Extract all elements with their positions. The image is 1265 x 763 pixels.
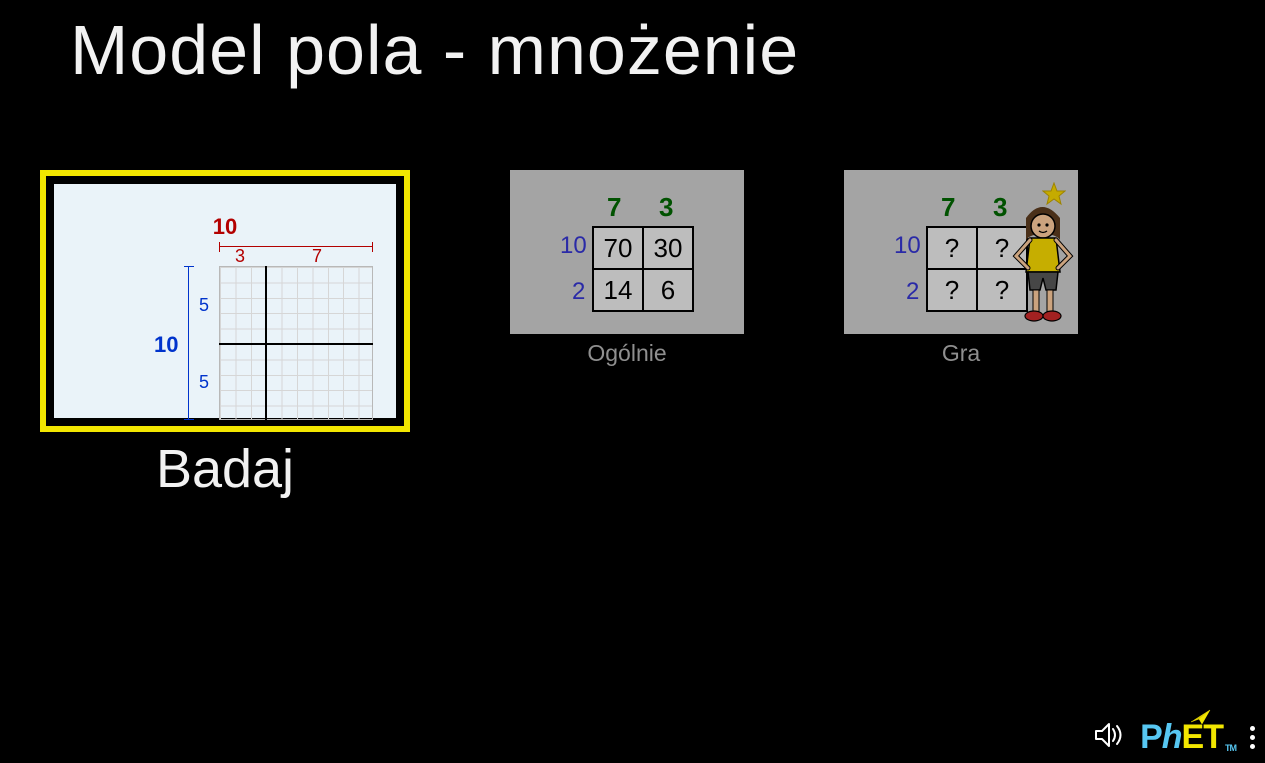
gra-row-0: 10 <box>894 232 921 260</box>
kid-icon <box>1012 200 1074 326</box>
gra-cell-1-0: ? <box>927 269 977 311</box>
badaj-top-split-0: 3 <box>235 246 245 267</box>
sound-icon[interactable] <box>1094 721 1126 754</box>
menu-icon[interactable] <box>1250 726 1255 749</box>
ogolnie-cell-1-0: 14 <box>593 269 643 311</box>
badaj-left-split-0: 5 <box>199 295 209 316</box>
ogolnie-col-0: 7 <box>607 192 621 223</box>
badaj-left-total: 10 <box>154 332 178 358</box>
card-badaj-thumb: 10 3 7 10 5 5 <box>46 176 404 426</box>
phet-logo-tm: TM <box>1225 743 1236 753</box>
ogolnie-row-1: 2 <box>572 278 585 306</box>
gra-cell-0-0: ? <box>927 227 977 269</box>
footer: P h ET TM <box>1094 718 1255 757</box>
paper-plane-icon <box>1190 708 1212 726</box>
card-gra-thumb: 7 3 10 2 ? ? ? ? <box>844 170 1078 334</box>
card-ogolnie-thumb: 7 3 10 2 70 30 14 6 <box>510 170 744 334</box>
ogolnie-table: 70 30 14 6 <box>592 226 694 312</box>
gra-row-1: 2 <box>906 278 919 306</box>
phet-logo-h: h <box>1162 718 1182 757</box>
card-ogolnie-label: Ogólnie <box>587 340 666 367</box>
badaj-left-dim-line <box>184 266 194 420</box>
card-ogolnie[interactable]: 7 3 10 2 70 30 14 6 Ogólnie <box>510 170 744 367</box>
card-badaj-label: Badaj <box>156 438 294 500</box>
badaj-grid-hline <box>219 343 373 345</box>
gra-col-0: 7 <box>941 192 955 223</box>
ogolnie-cell-0-0: 70 <box>593 227 643 269</box>
cards-row: 10 3 7 10 5 5 <box>0 170 1265 500</box>
badaj-top-split-1: 7 <box>312 246 322 267</box>
page-title: Model pola - mnożenie <box>70 10 799 90</box>
phet-logo[interactable]: P h ET TM <box>1140 718 1236 757</box>
card-badaj-border: 10 3 7 10 5 5 <box>40 170 410 432</box>
screen-selection-stage: Model pola - mnożenie 10 3 7 10 <box>0 0 1265 763</box>
ogolnie-cell-1-1: 6 <box>643 269 693 311</box>
card-gra[interactable]: 7 3 10 2 ? ? ? ? <box>844 170 1078 367</box>
card-gra-label: Gra <box>942 340 980 367</box>
badaj-top-total: 10 <box>54 214 396 240</box>
badaj-left-split-1: 5 <box>199 372 209 393</box>
ogolnie-row-0: 10 <box>560 232 587 260</box>
ogolnie-cell-0-1: 30 <box>643 227 693 269</box>
ogolnie-col-1: 3 <box>659 192 673 223</box>
phet-logo-p: P <box>1140 718 1162 757</box>
card-badaj[interactable]: 10 3 7 10 5 5 <box>40 170 410 500</box>
gra-col-1: 3 <box>993 192 1007 223</box>
